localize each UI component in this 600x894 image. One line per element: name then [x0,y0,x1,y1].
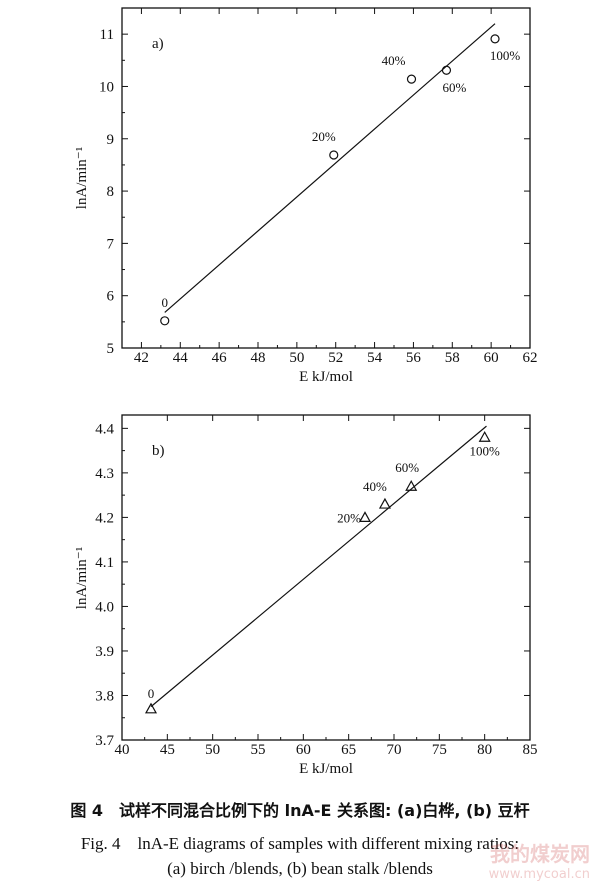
y-tick-label: 4.2 [95,510,114,526]
data-point [441,65,452,75]
y-tick-label: 3.7 [95,733,114,749]
point-label: 20% [337,510,361,525]
y-tick-label: 10 [99,79,114,95]
x-tick-label: 52 [328,350,343,366]
x-tick-label: 50 [205,742,220,758]
x-tick-label: 54 [367,350,383,366]
data-point [478,431,491,442]
y-tick-label: 3.8 [95,688,114,704]
data-point [144,702,158,714]
x-tick-label: 85 [523,742,538,758]
figure-caption-chinese: 图 4 试样不同混合比例下的 lnA-E 关系图: (a)白桦, (b) 豆杆 [70,801,530,820]
data-point [405,479,418,491]
y-tick-label: 6 [107,289,115,305]
x-tick-label: 48 [251,350,266,366]
x-tick-label: 42 [134,350,149,366]
data-point [378,497,391,509]
y-tick-label: 5 [107,341,115,357]
y-tick-label: 8 [107,184,115,200]
y-axis-label: lnA/min⁻¹ [74,547,90,609]
y-tick-label: 11 [100,27,114,43]
x-tick-label: 40 [115,742,130,758]
y-tick-label: 4.3 [95,466,114,482]
figure-caption-english-line1: Fig. 4 lnA-E diagrams of samples with di… [80,834,520,853]
plot-frame [121,7,531,349]
x-tick-label: 65 [341,742,356,758]
panel-label: b) [152,443,165,459]
fit-line [164,23,496,313]
watermark: 我的煤炭网 www.mycoal.cn [410,838,590,882]
y-tick-label: 3.9 [95,644,114,660]
watermark-url: www.mycoal.cn [488,867,590,882]
point-label: 40% [363,479,387,494]
y-tick-label: 7 [107,236,115,252]
x-tick-label: 50 [289,350,304,366]
y-tick-label: 9 [107,132,115,148]
panel-label: a) [152,36,164,52]
x-axis-label: E kJ/mol [299,369,353,385]
x-tick-label: 45 [160,742,175,758]
chart-b: 40 45 50 55 60 65 70 75 80 85 3.7 3.8 3.9 4.0 4.1 4.2 4.… [74,414,538,777]
x-tick-label: 58 [445,350,460,366]
point-label: 60% [395,460,419,475]
x-tick-label: 46 [212,350,228,366]
figure-caption-english-line2: (a) birch /blends, (b) bean stalk /blend… [167,859,433,878]
plot-frame [121,414,531,741]
y-axis-label: lnA/min⁻¹ [74,147,90,209]
x-tick-label: 60 [296,742,311,758]
x-tick-label: 55 [251,742,266,758]
x-tick-label: 44 [173,350,189,366]
watermark-text: 我的煤炭网 [490,842,590,866]
x-tick-label: 70 [387,742,402,758]
fit-line [150,425,487,708]
point-label: 60% [443,80,467,95]
data-point [358,511,372,522]
x-tick-label: 56 [406,350,422,366]
x-tick-label: 60 [484,350,499,366]
point-label: 0 [148,686,155,701]
point-label: 0 [161,295,168,310]
x-axis-label: E kJ/mol [299,761,353,777]
x-tick-label: 80 [477,742,492,758]
x-tick-label: 75 [432,742,447,758]
x-tick-label: 62 [523,350,538,366]
point-label: 20% [312,129,336,144]
data-point [160,316,170,326]
point-label: 40% [382,53,406,68]
data-point [406,74,417,84]
y-tick-label: 4.4 [95,421,114,437]
y-tick-label: 4.0 [95,599,114,615]
y-tick-label: 4.1 [95,555,114,571]
data-point [329,150,339,160]
point-label: 100% [490,48,521,63]
point-label: 100% [469,443,500,458]
data-point [490,34,500,44]
